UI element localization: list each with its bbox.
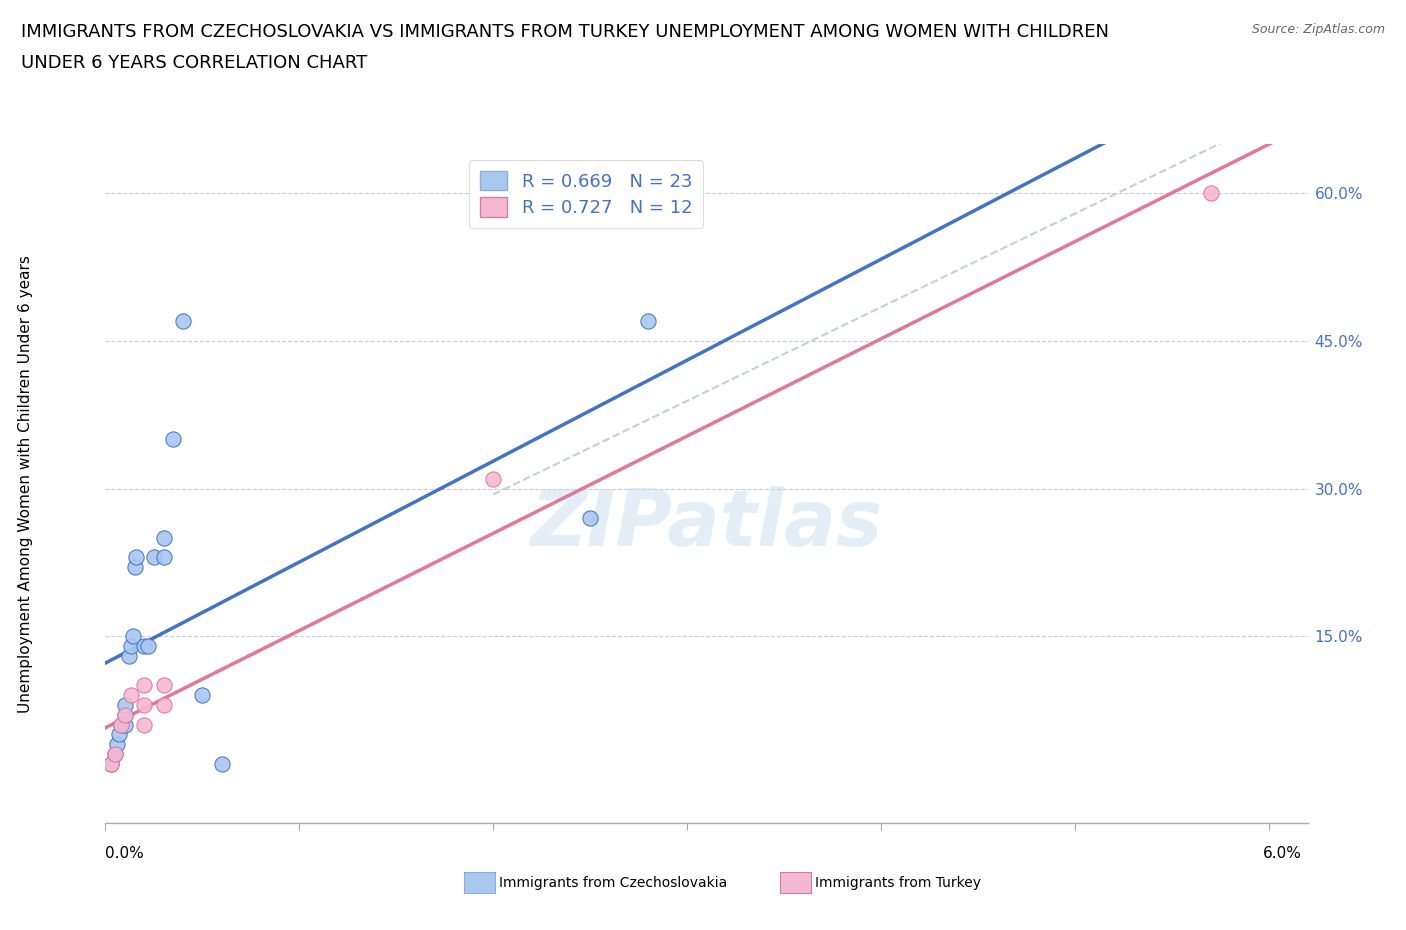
Point <box>124 560 146 575</box>
Text: Unemployment Among Women with Children Under 6 years: Unemployment Among Women with Children U… <box>18 255 32 712</box>
Text: ZIPatlas: ZIPatlas <box>530 486 883 563</box>
Point <box>105 737 128 751</box>
Point <box>114 708 136 723</box>
Point <box>152 678 174 693</box>
Point <box>152 698 174 712</box>
Point <box>104 747 127 762</box>
Point <box>114 717 136 732</box>
Point <box>134 639 156 654</box>
Point <box>120 687 142 702</box>
Point <box>121 629 143 644</box>
Point <box>114 708 136 723</box>
Point <box>125 550 148 565</box>
Point <box>134 698 156 712</box>
Legend: R = 0.669   N = 23, R = 0.727   N = 12: R = 0.669 N = 23, R = 0.727 N = 12 <box>470 160 703 228</box>
Point <box>191 687 214 702</box>
Point <box>482 472 505 486</box>
Point <box>100 757 122 772</box>
Point <box>100 757 122 772</box>
Text: UNDER 6 YEARS CORRELATION CHART: UNDER 6 YEARS CORRELATION CHART <box>21 54 367 72</box>
Point <box>118 648 141 663</box>
Point <box>110 717 132 732</box>
Point <box>136 639 159 654</box>
Point <box>134 678 156 693</box>
Point <box>1199 186 1222 201</box>
Text: IMMIGRANTS FROM CZECHOSLOVAKIA VS IMMIGRANTS FROM TURKEY UNEMPLOYMENT AMONG WOME: IMMIGRANTS FROM CZECHOSLOVAKIA VS IMMIGR… <box>21 23 1109 41</box>
Point <box>152 530 174 545</box>
Point <box>579 511 602 525</box>
Point <box>134 717 156 732</box>
Point <box>104 747 127 762</box>
Point <box>152 550 174 565</box>
Point <box>162 432 184 446</box>
Point <box>142 550 165 565</box>
Point <box>211 757 233 772</box>
Point <box>637 313 659 328</box>
Text: Source: ZipAtlas.com: Source: ZipAtlas.com <box>1251 23 1385 36</box>
Point <box>120 639 142 654</box>
Point <box>172 313 194 328</box>
Text: 0.0%: 0.0% <box>105 846 145 861</box>
Text: 6.0%: 6.0% <box>1263 846 1302 861</box>
Text: Immigrants from Czechoslovakia: Immigrants from Czechoslovakia <box>499 875 727 890</box>
Point <box>114 698 136 712</box>
Point <box>108 727 131 742</box>
Text: Immigrants from Turkey: Immigrants from Turkey <box>815 875 981 890</box>
Point <box>110 717 132 732</box>
